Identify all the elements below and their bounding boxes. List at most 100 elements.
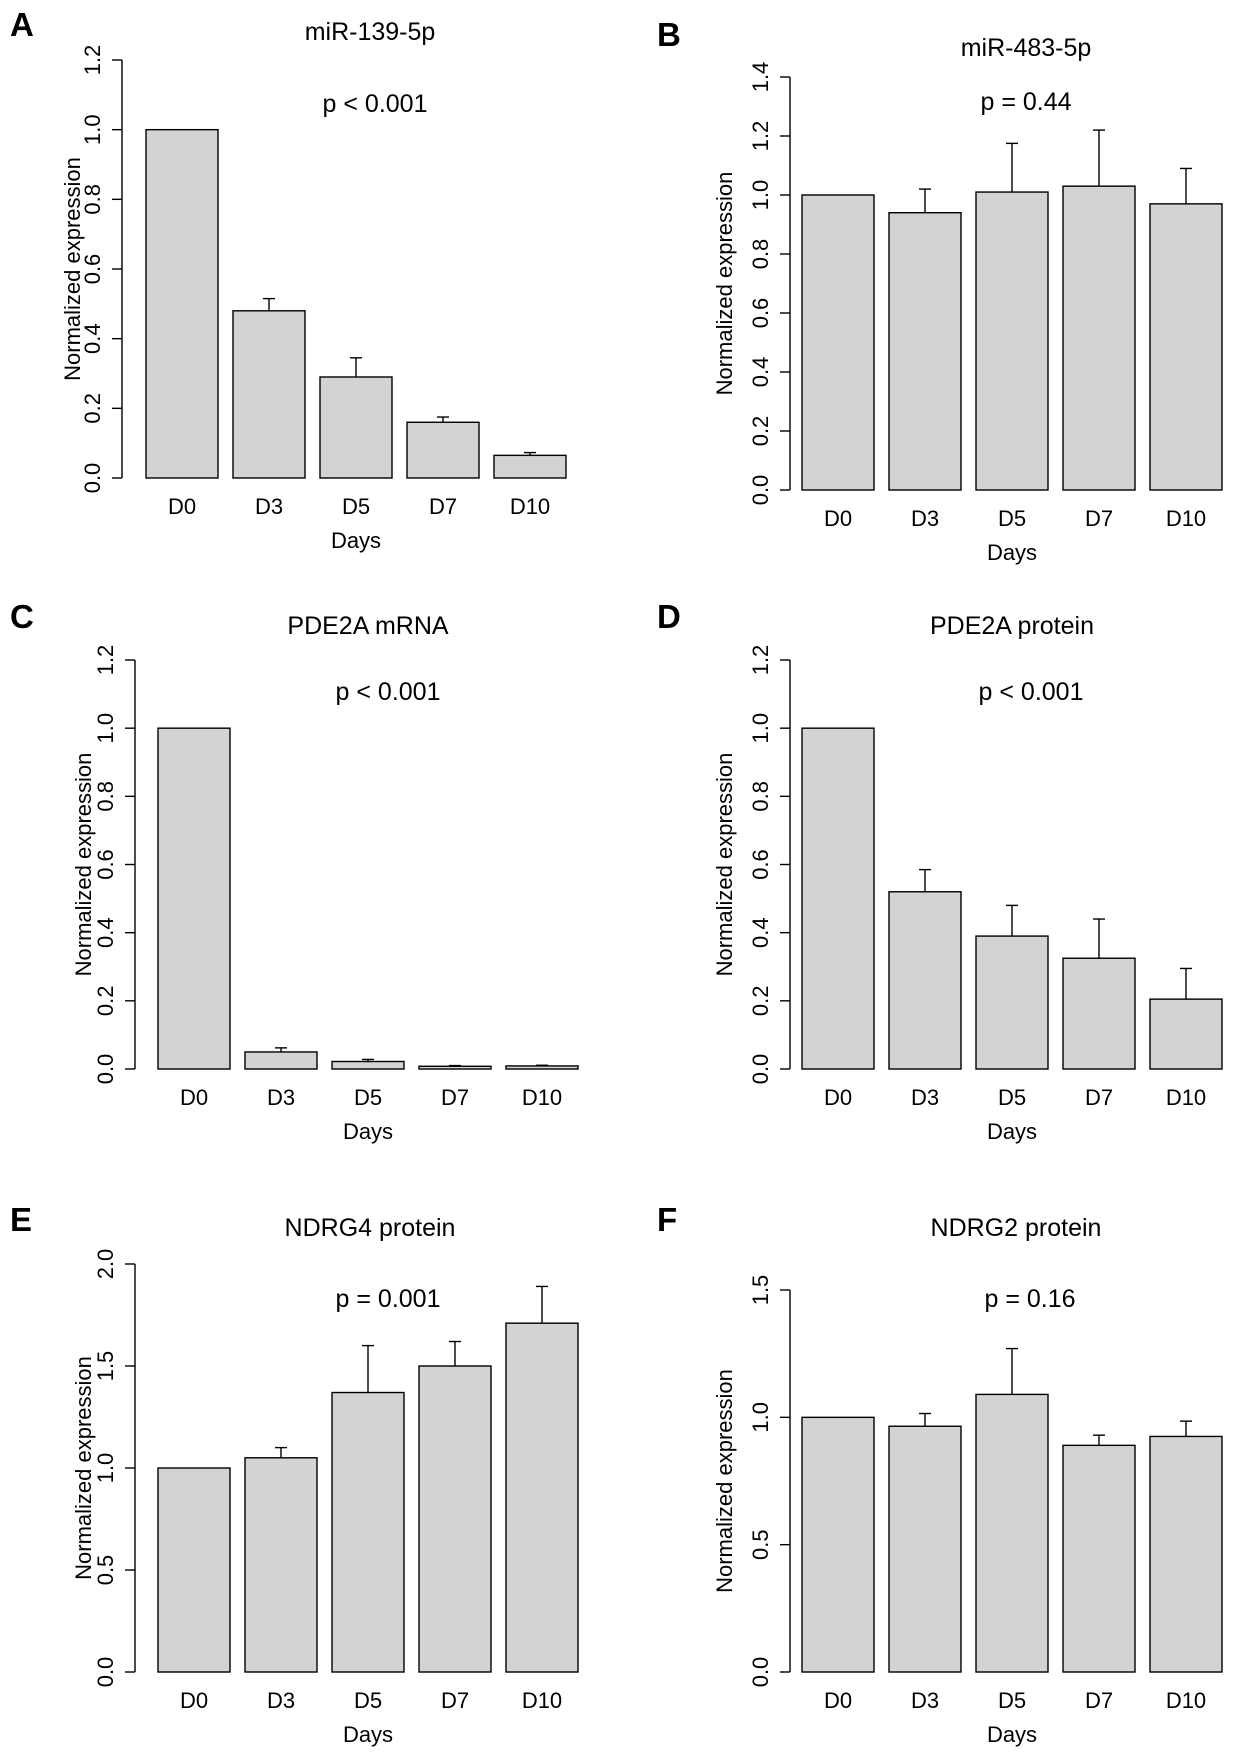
y-tick-label: 1.2 (93, 645, 118, 676)
y-tick-label: 1.0 (93, 713, 118, 744)
p-value-annotation: p < 0.001 (979, 678, 1084, 706)
chart-title: NDRG2 protein (931, 1214, 1102, 1242)
x-tick-label: D7 (441, 1688, 469, 1713)
y-tick-label: 1.2 (748, 645, 773, 676)
bar-d7 (418, 1365, 492, 1673)
panel-letter: E (10, 1201, 32, 1238)
x-tick-label: D5 (998, 506, 1026, 531)
panel-letter: A (10, 6, 34, 43)
y-axis-label: Normalized expression (712, 753, 737, 977)
bar-d7 (418, 1065, 492, 1070)
y-tick-label: 1.5 (748, 1275, 773, 1306)
y-tick-label: 1.0 (748, 713, 773, 744)
p-value-annotation: p = 0.16 (984, 1285, 1075, 1313)
bar-d10 (1149, 203, 1223, 491)
x-tick-label: D5 (354, 1688, 382, 1713)
x-axis-label: Days (987, 1722, 1037, 1747)
bar-d3 (244, 1051, 318, 1070)
y-axis-label: Normalized expression (71, 1356, 96, 1580)
y-tick-label: 0.0 (80, 463, 105, 494)
y-tick-label: 0.0 (748, 475, 773, 506)
x-tick-label: D3 (911, 506, 939, 531)
bar-d3 (888, 1425, 962, 1673)
bar-d0 (801, 1416, 875, 1673)
y-tick-label: 0.6 (748, 849, 773, 880)
chart-title: miR-139-5p (305, 18, 436, 46)
bar-d10 (1149, 1435, 1223, 1673)
p-value-annotation: p < 0.001 (323, 90, 428, 118)
x-tick-label: D0 (180, 1085, 208, 1110)
y-tick-label: 0.2 (93, 986, 118, 1017)
x-tick-label: D7 (1085, 1688, 1113, 1713)
y-tick-label: 0.4 (748, 357, 773, 388)
x-tick-label: D5 (354, 1085, 382, 1110)
y-tick-label: 0.2 (80, 393, 105, 424)
y-tick-label: 0.2 (748, 986, 773, 1017)
bar-d0 (801, 727, 875, 1070)
bar-d5 (319, 376, 393, 479)
bar-d7 (1062, 957, 1136, 1070)
x-tick-label: D7 (1085, 506, 1113, 531)
x-tick-label: D3 (911, 1688, 939, 1713)
y-axis-label: Normalized expression (712, 172, 737, 396)
x-axis-label: Days (331, 528, 381, 553)
y-tick-label: 0.8 (748, 781, 773, 812)
bar-d10 (493, 454, 567, 479)
y-tick-label: 1.4 (748, 62, 773, 93)
y-tick-label: 0.4 (80, 323, 105, 354)
chart-title: PDE2A protein (930, 612, 1094, 640)
y-tick-label: 0.5 (748, 1529, 773, 1560)
y-tick-label: 0.0 (748, 1054, 773, 1085)
panel-letter: D (657, 598, 681, 635)
x-tick-label: D7 (441, 1085, 469, 1110)
panel-letter: C (10, 598, 34, 635)
bar-d5 (331, 1391, 405, 1673)
y-tick-label: 1.2 (748, 121, 773, 152)
x-tick-label: D10 (522, 1688, 562, 1713)
y-tick-label: 0.8 (748, 239, 773, 270)
panel-c: C PDE2A mRNA p < 0.001 0.0 0.2 0.4 0.6 0.8 1.0 1.… (10, 598, 579, 1144)
y-tick-label: 1.0 (748, 1402, 773, 1433)
chart-title: NDRG4 protein (285, 1214, 456, 1242)
bar-d5 (975, 191, 1049, 491)
bar-d3 (244, 1457, 318, 1673)
p-value-annotation: p < 0.001 (336, 678, 441, 706)
y-tick-label: 1.2 (80, 45, 105, 76)
x-tick-label: D5 (998, 1085, 1026, 1110)
bar-d3 (888, 211, 962, 491)
x-tick-label: D10 (1166, 1688, 1206, 1713)
x-axis-label: Days (987, 1119, 1037, 1144)
x-tick-label: D0 (824, 506, 852, 531)
y-tick-label: 0.5 (93, 1555, 118, 1586)
x-axis-label: Days (343, 1722, 393, 1747)
panel-e: E NDRG4 protein p = 0.001 0.0 0.5 1.0 1.5 2.0 No… (10, 1201, 579, 1747)
y-tick-label: 2.0 (93, 1249, 118, 1280)
x-tick-label: D10 (1166, 1085, 1206, 1110)
x-tick-label: D7 (429, 494, 457, 519)
y-tick-label: 0.4 (93, 917, 118, 948)
x-tick-label: D3 (267, 1688, 295, 1713)
bar-d0 (157, 1467, 231, 1673)
bar-d7 (1062, 185, 1136, 491)
y-axis-label: Normalized expression (712, 1369, 737, 1593)
bar-d3 (232, 310, 306, 479)
y-axis-label: Normalized expression (71, 753, 96, 977)
bar-d10 (505, 1065, 579, 1070)
x-tick-label: D5 (342, 494, 370, 519)
x-axis-label: Days (987, 540, 1037, 565)
p-value-annotation: p = 0.44 (980, 88, 1071, 116)
bar-d5 (975, 1393, 1049, 1673)
y-tick-label: 0.8 (80, 184, 105, 215)
y-tick-label: 0.6 (80, 254, 105, 285)
bar-d0 (801, 194, 875, 491)
x-tick-label: D0 (180, 1688, 208, 1713)
y-tick-label: 0.2 (748, 416, 773, 447)
y-tick-label: 1.0 (80, 114, 105, 145)
x-tick-label: D3 (255, 494, 283, 519)
x-tick-label: D5 (998, 1688, 1026, 1713)
x-tick-label: D10 (510, 494, 550, 519)
y-tick-label: 0.0 (748, 1657, 773, 1688)
bar-d7 (1062, 1444, 1136, 1673)
